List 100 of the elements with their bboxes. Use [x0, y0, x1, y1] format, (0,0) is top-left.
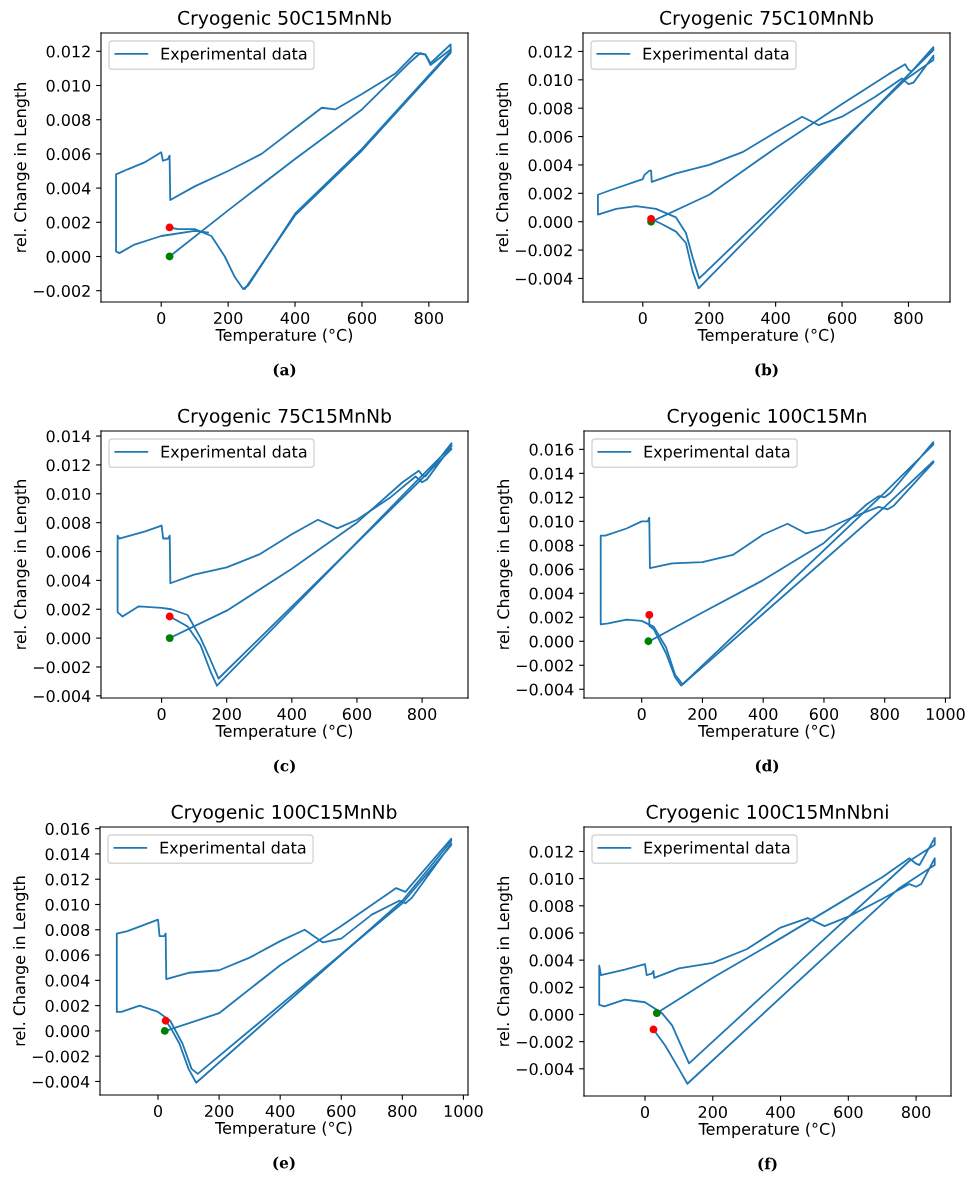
- y-tick-label: −0.004: [515, 272, 573, 285]
- y-tick-label: 0.006: [46, 545, 91, 558]
- y-axis-title: rel. Change in Length: [496, 877, 513, 1046]
- y-tick-label: 0.008: [529, 900, 574, 913]
- text: (e): [273, 1156, 295, 1171]
- y-tick-label: 0.006: [529, 563, 574, 576]
- legend-label: Experimental data: [644, 841, 790, 857]
- x-axis-title: Temperature (°C): [215, 724, 353, 741]
- x-tick-label: 400: [265, 1105, 295, 1118]
- y-tick-label: 0.002: [528, 187, 572, 200]
- x-tick-label: 200: [688, 708, 717, 721]
- y-tick-label: 0.010: [528, 74, 573, 87]
- y-tick-label: −0.002: [33, 661, 90, 674]
- x-axis-title: Temperature (°C): [215, 1121, 352, 1138]
- y-tick-label: 0.010: [46, 487, 91, 501]
- y-tick-label: 0.012: [46, 45, 90, 58]
- x-tick-label: 0: [640, 1106, 650, 1119]
- x-tick-label: 600: [834, 1106, 863, 1119]
- x-axis-title: Temperature (°C): [215, 328, 353, 345]
- y-tick-label: 0.002: [529, 611, 573, 624]
- text: (c): [274, 759, 295, 774]
- x-tick-label: 1000: [926, 708, 965, 721]
- chart-title: Cryogenic 75C15MnNb: [178, 408, 391, 427]
- x-tick-label: 800: [388, 1105, 417, 1118]
- y-tick-label: −0.002: [32, 1050, 89, 1063]
- y-tick-label: 0.008: [46, 516, 91, 529]
- y-tick-label: −0.004: [33, 690, 91, 703]
- y-tick-label: 0.014: [529, 467, 574, 480]
- chart-title: Cryogenic 50C15MnNb: [178, 10, 391, 29]
- x-tick-label: 600: [827, 312, 857, 325]
- y-tick-label: 0.000: [529, 1008, 574, 1021]
- x-tick-label: 0: [638, 312, 647, 325]
- y-tick-label: 0.000: [46, 250, 91, 263]
- y-tick-label: 0.014: [46, 430, 91, 443]
- y-tick-label: 0.016: [45, 822, 90, 835]
- y-tick-label: 0.004: [529, 954, 574, 967]
- chart-title: Cryogenic 100C15Mn: [667, 408, 866, 427]
- x-tick-label: 200: [698, 1106, 727, 1119]
- x-tick-label: 800: [870, 708, 899, 721]
- x-tick-label: 0: [154, 1105, 163, 1118]
- y-tick-label: 0.008: [46, 113, 91, 126]
- y-tick-label: 0.002: [46, 603, 90, 616]
- legend-label: Experimental data: [644, 445, 790, 461]
- y-tick-label: 0.006: [46, 148, 91, 161]
- x-tick-label: 200: [214, 312, 243, 325]
- y-tick-label: −0.002: [33, 284, 90, 298]
- x-tick-label: 0: [637, 708, 646, 721]
- x-tick-label: 200: [695, 312, 724, 325]
- y-axis-title: rel. Change in Length: [495, 83, 512, 252]
- y-tick-label: 0.010: [529, 515, 574, 528]
- y-tick-label: 0.002: [529, 981, 573, 994]
- legend-label: Experimental data: [161, 445, 307, 461]
- legend-label: Experimental data: [643, 47, 789, 63]
- x-tick-label: 400: [280, 312, 310, 325]
- y-tick-label: 0.010: [46, 79, 91, 92]
- x-tick-label: 200: [212, 708, 241, 721]
- y-tick-label: −0.002: [516, 1035, 573, 1048]
- legend-label: Experimental data: [161, 47, 307, 63]
- y-tick-label: 0.000: [46, 632, 91, 645]
- y-tick-label: 0.008: [529, 539, 574, 552]
- y-tick-label: 0.014: [45, 848, 90, 861]
- x-tick-label: 400: [748, 708, 778, 721]
- y-tick-label: 0.008: [45, 923, 90, 937]
- y-axis-title: rel. Change in Length: [12, 876, 29, 1046]
- x-tick-label: 0: [157, 312, 166, 325]
- y-tick-label: 0.010: [45, 898, 90, 911]
- y-tick-label: 0.004: [46, 182, 91, 195]
- y-tick-label: 0.012: [45, 873, 89, 886]
- x-tick-label: 600: [809, 708, 839, 721]
- y-tick-label: 0.002: [45, 999, 89, 1012]
- chart-title: Cryogenic 75C10MnNb: [660, 10, 873, 29]
- text: (d): [755, 759, 779, 774]
- chart-title: Cryogenic 100C15MnNbni: [646, 804, 888, 823]
- y-axis-title: rel. Change in Length: [13, 480, 30, 649]
- y-tick-label: −0.004: [516, 1063, 574, 1076]
- y-tick-label: 0.006: [528, 130, 573, 143]
- y-tick-label: 0.016: [529, 443, 574, 456]
- chart-title: Cryogenic 100C15MnNb: [171, 804, 397, 823]
- x-tick-label: 400: [761, 312, 790, 325]
- y-tick-label: −0.004: [516, 683, 574, 696]
- y-tick-label: 0.006: [45, 949, 90, 962]
- y-tick-label: 0.004: [45, 974, 90, 987]
- y-tick-label: −0.002: [516, 659, 573, 672]
- text: (f): [758, 1157, 777, 1172]
- x-axis-title: Temperature (°C): [697, 328, 835, 345]
- x-tick-label: 800: [407, 708, 437, 721]
- y-tick-label: 0.012: [528, 45, 572, 58]
- x-axis-title: Temperature (°C): [698, 1122, 836, 1139]
- y-tick-label: 0.012: [529, 845, 573, 858]
- y-tick-label: 0.000: [529, 635, 574, 648]
- y-axis-title: rel. Change in Length: [13, 83, 30, 252]
- y-tick-label: 0.012: [46, 459, 90, 472]
- x-tick-label: 800: [414, 312, 444, 325]
- y-tick-label: 0.004: [46, 574, 91, 587]
- y-tick-label: 0.010: [529, 872, 574, 885]
- x-axis-title: Temperature (°C): [698, 724, 835, 741]
- y-tick-label: 0.004: [528, 159, 573, 172]
- y-tick-label: 0.000: [45, 1025, 90, 1038]
- y-tick-label: 0.012: [529, 491, 573, 504]
- y-tick-label: 0.000: [528, 215, 573, 228]
